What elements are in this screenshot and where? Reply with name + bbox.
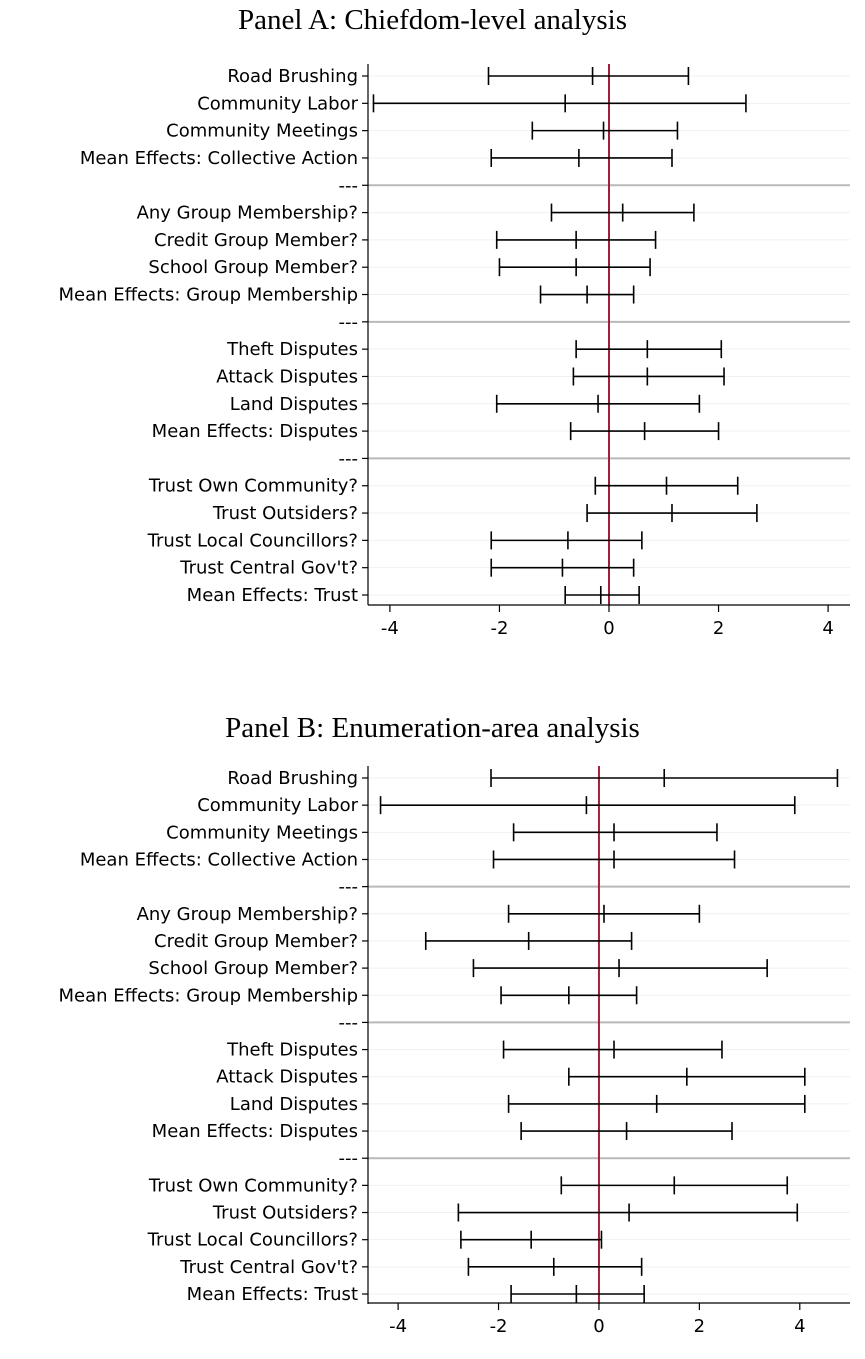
panel-a-error-bar [490, 148, 673, 167]
panel-b-x-tick-label: 2 [694, 1316, 705, 1337]
panel-a-title: Panel A: Chiefdom-level analysis [237, 4, 627, 36]
panel-b-error-bar [472, 959, 768, 978]
panel-a-x-tick-label: -4 [381, 618, 399, 639]
panel-b-row-label: Credit Group Member? [154, 931, 358, 952]
panel-b-error-bar [460, 1230, 603, 1249]
panel-b-row-label: Road Brushing [227, 768, 358, 789]
panel-b-row-label: Community Labor [197, 795, 358, 816]
panel-b-error-bar [507, 1094, 806, 1113]
panel-a-row-label: Mean Effects: Group Membership [58, 285, 358, 306]
panel-b-error-bar [512, 823, 718, 842]
panel-b-row-label: Community Meetings [166, 822, 358, 843]
panel-a-row-label: School Group Member? [148, 257, 358, 278]
panel-a-error-bar [490, 558, 635, 577]
panel-b-row-label: Trust Outsiders? [212, 1203, 358, 1224]
panel-a-error-bar [490, 531, 643, 550]
panel-a-chart: Road Brushing Community Labor Community Me… [58, 64, 850, 639]
panel-b-error-bar [520, 1122, 733, 1141]
panel-b-x-tick-label: 4 [794, 1316, 805, 1337]
panel-b-title: Panel B: Enumeration-area analysis [225, 712, 640, 744]
panel-a-error-bar [372, 94, 747, 113]
panel-b-error-bar [507, 904, 701, 923]
panel-b-error-bar [379, 796, 796, 815]
panel-a-x-tick-label: 2 [713, 618, 724, 639]
panel-a-row-label: Trust Outsiders? [212, 503, 358, 524]
panel-a-row-label: Community Labor [197, 93, 358, 114]
panel-a-row-label: --- [339, 175, 359, 196]
panel-a-error-bar [495, 230, 657, 249]
panel-a-row-label: Theft Disputes [226, 339, 358, 360]
panel-a-x-tick-label: -2 [490, 618, 508, 639]
panel-a-error-bar [539, 285, 635, 304]
panel-a-error-bar [531, 121, 679, 140]
panel-a-x-tick-label: 0 [603, 618, 614, 639]
panel-a-row-label: Attack Disputes [216, 366, 358, 387]
panel-a-error-bar [550, 203, 695, 222]
panel-a-error-bar [498, 258, 651, 277]
panel-b-row-label: Mean Effects: Trust [187, 1284, 358, 1305]
panel-b-row-label: Any Group Membership? [137, 904, 358, 925]
panel-a-error-bar [575, 340, 723, 359]
panel-a-row-label: Mean Effects: Disputes [152, 421, 358, 442]
panel-b-error-bar [490, 769, 839, 787]
panel-b-row-label: Mean Effects: Group Membership [58, 985, 358, 1006]
panel-a-row-label: --- [339, 312, 359, 333]
panel-a-row-label: Community Meetings [166, 121, 358, 142]
panel-b-row-label: Mean Effects: Collective Action [80, 849, 358, 870]
panel-a-error-bar [495, 394, 701, 413]
panel-b-error-bar [510, 1285, 645, 1303]
panel-b-row-label: Trust Local Councillors? [147, 1230, 358, 1251]
panel-a-row-label: Mean Effects: Trust [187, 585, 358, 606]
panel-a-row-label: Credit Group Member? [154, 230, 358, 251]
panel-a-row-label: Any Group Membership? [137, 203, 358, 224]
panel-b-row-label: School Group Member? [148, 958, 358, 979]
panel-a-row-label: Trust Own Community? [148, 476, 358, 497]
panel-b-x-tick-label: -2 [490, 1316, 508, 1337]
panel-b-error-bar [457, 1203, 799, 1222]
panel-a-error-bar [586, 504, 758, 523]
panel-b-error-bar [560, 1176, 789, 1195]
panel-a-error-bar [564, 586, 640, 604]
panel-b-row-label: Mean Effects: Disputes [152, 1121, 358, 1142]
panel-a-row-label: Land Disputes [230, 394, 358, 415]
panel-b-row-label: --- [339, 1148, 359, 1169]
panel-a-row-label: Trust Central Gov't? [179, 558, 358, 579]
panel-a-row-label: --- [339, 448, 359, 469]
panel-a-row-label: Road Brushing [227, 66, 358, 87]
panel-b-row-label: Attack Disputes [216, 1067, 358, 1088]
panel-b-row-label: Trust Own Community? [148, 1175, 358, 1196]
panel-b-row-label: Land Disputes [230, 1094, 358, 1115]
panel-b-error-bar [467, 1257, 643, 1276]
panel-b-error-bar [492, 850, 736, 869]
panel-b-error-bar [568, 1067, 806, 1086]
panel-a-row-label: Mean Effects: Collective Action [80, 148, 358, 169]
panel-a-error-bar [594, 476, 739, 495]
panel-a-x-tick-label: 4 [822, 618, 833, 639]
panel-b-error-bar [424, 931, 633, 950]
panel-a-error-bar [569, 422, 720, 441]
panel-a-error-bar [572, 367, 725, 386]
panel-b-x-tick-label: 0 [593, 1316, 604, 1337]
panel-b-x-tick-label: -4 [389, 1316, 407, 1337]
panel-b-error-bar [500, 986, 638, 1005]
panel-a-row-label: Trust Local Councillors? [147, 530, 358, 551]
panel-b-error-bar [502, 1040, 723, 1059]
panel-a-error-bar [487, 67, 690, 85]
panel-b-row-label: Trust Central Gov't? [179, 1257, 358, 1278]
panel-b-row-label: Theft Disputes [226, 1040, 358, 1061]
panel-b-row-label: --- [339, 877, 359, 898]
panel-b-row-label: --- [339, 1012, 359, 1033]
